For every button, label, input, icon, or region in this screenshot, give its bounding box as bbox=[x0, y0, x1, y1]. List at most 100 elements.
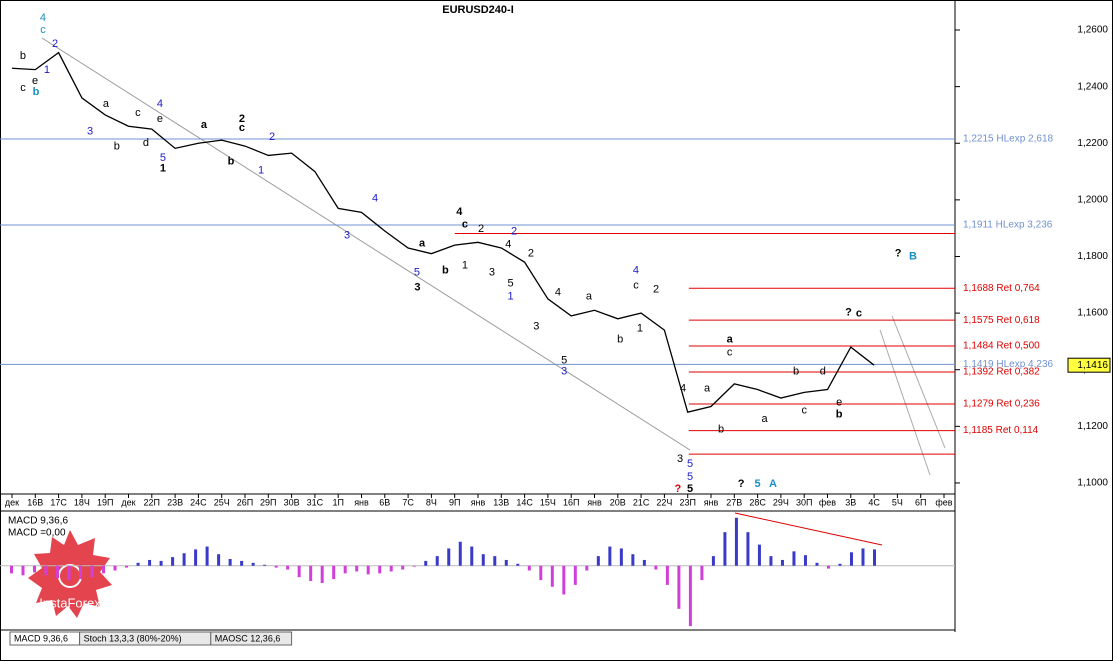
macd-bar bbox=[228, 559, 232, 566]
wave-label: 2 bbox=[528, 247, 534, 259]
macd-bar bbox=[539, 565, 543, 581]
macd-bar bbox=[274, 565, 278, 568]
macd-bar bbox=[700, 565, 704, 581]
x-tick-label: 22П bbox=[144, 497, 160, 507]
wave-label: b bbox=[617, 334, 623, 346]
macd-bar bbox=[309, 565, 313, 582]
wave-label: e bbox=[32, 75, 38, 87]
level-label: 1,1484 Ret 0,500 bbox=[963, 341, 1040, 352]
macd-title: MACD 9,36,6 bbox=[8, 516, 68, 527]
macd-bar bbox=[389, 565, 393, 572]
logo-text: InstaForex bbox=[39, 595, 101, 610]
macd-bar bbox=[608, 546, 612, 566]
wave-label: c bbox=[727, 347, 733, 359]
wave-label: a bbox=[704, 383, 711, 395]
y-tick-label: 1,2200 bbox=[1077, 138, 1108, 149]
macd-bar bbox=[849, 552, 853, 566]
projection-line bbox=[891, 315, 946, 449]
wave-label: 3 bbox=[414, 282, 420, 294]
x-tick-label: 22Ч bbox=[656, 497, 672, 507]
macd-bar bbox=[113, 565, 117, 571]
level-label: 1,1911 HLexp 3,236 bbox=[963, 220, 1053, 231]
macd-bar bbox=[803, 555, 807, 566]
wave-label: 4 bbox=[505, 238, 511, 250]
x-tick-label: 5Ч bbox=[892, 497, 903, 507]
wave-label: 4 bbox=[456, 206, 463, 218]
macd-bar bbox=[654, 565, 658, 570]
x-tick-label: 7С bbox=[402, 497, 414, 507]
wave-label: 5 bbox=[508, 278, 514, 290]
macd-bar bbox=[470, 546, 474, 566]
macd-bar bbox=[136, 562, 140, 566]
x-tick-label: 29Ч bbox=[773, 497, 789, 507]
macd-bar bbox=[355, 565, 359, 572]
macd-bar bbox=[297, 565, 301, 578]
y-tick-label: 1,2000 bbox=[1077, 195, 1108, 206]
wave-label: ? bbox=[895, 247, 902, 259]
x-tick-label: 29П bbox=[260, 497, 276, 507]
macd-bar bbox=[21, 565, 25, 576]
macd-bar bbox=[861, 548, 865, 566]
macd-bar bbox=[757, 544, 761, 566]
wave-label: 3 bbox=[344, 229, 350, 241]
x-tick-label: 21С bbox=[633, 497, 650, 507]
wave-label: b bbox=[793, 366, 799, 378]
projection-line bbox=[879, 329, 931, 476]
wave-label: c bbox=[462, 218, 468, 230]
x-tick-label: 25Ч bbox=[214, 497, 230, 507]
macd-bar bbox=[171, 557, 175, 566]
macd-bar bbox=[125, 565, 129, 568]
wave-label: 1 bbox=[508, 291, 514, 303]
x-tick-label: 3В bbox=[845, 497, 856, 507]
wave-label: ? bbox=[738, 478, 745, 490]
wave-label: 3 bbox=[87, 125, 93, 137]
macd-bar bbox=[677, 565, 681, 609]
wave-label: 3 bbox=[561, 366, 567, 378]
wave-label: b bbox=[33, 86, 40, 98]
macd-bar bbox=[263, 564, 267, 566]
x-tick-label: 15Ч bbox=[540, 497, 556, 507]
current-price-label: 1,1416 bbox=[1077, 360, 1108, 371]
price-line bbox=[11, 51, 875, 413]
wave-label: 2 bbox=[478, 223, 484, 235]
macd-bar bbox=[33, 565, 37, 573]
x-tick-label: янв bbox=[587, 497, 602, 507]
wave-label: 3 bbox=[677, 453, 683, 465]
wave-label: c bbox=[801, 405, 807, 417]
wave-label: A bbox=[769, 478, 777, 490]
wave-label: b bbox=[20, 50, 26, 62]
macd-bar bbox=[746, 532, 750, 566]
wave-label: 4 bbox=[372, 192, 378, 204]
x-tick-label: 20В bbox=[610, 497, 626, 507]
macd-bar bbox=[516, 563, 520, 566]
macd-bar bbox=[159, 560, 163, 566]
x-tick-label: янв bbox=[704, 497, 719, 507]
wave-label: 1 bbox=[160, 162, 166, 174]
level-label: 1,1185 Ret 0,114 bbox=[963, 425, 1039, 436]
macd-bar bbox=[56, 565, 60, 579]
macd-bar bbox=[585, 565, 589, 571]
wave-label: c bbox=[40, 24, 46, 36]
trend-line bbox=[41, 37, 691, 451]
macd-bar bbox=[435, 556, 439, 566]
macd-bar bbox=[10, 565, 13, 574]
x-tick-label: 4С bbox=[868, 497, 880, 507]
x-tick-label: 27В bbox=[726, 497, 742, 507]
macd-bar bbox=[596, 556, 600, 566]
wave-label: 2 bbox=[511, 225, 517, 237]
macd-bar bbox=[493, 556, 497, 566]
wave-label: 3 bbox=[489, 267, 495, 279]
wave-label: 2 bbox=[269, 131, 275, 143]
macd-bar bbox=[573, 565, 577, 585]
wave-label: 1 bbox=[44, 64, 50, 76]
wave-label: c bbox=[856, 308, 862, 320]
wave-label: ? bbox=[675, 483, 682, 495]
macd-bar bbox=[286, 565, 290, 570]
x-tick-label: 23П bbox=[679, 497, 695, 507]
level-label: 1,1688 Ret 0,764 bbox=[963, 283, 1040, 294]
macd-bar bbox=[424, 560, 428, 566]
macd-bar bbox=[873, 549, 876, 566]
wave-label: ? bbox=[845, 306, 852, 318]
y-tick-label: 1,1800 bbox=[1077, 251, 1108, 262]
macd-bar bbox=[631, 554, 635, 566]
